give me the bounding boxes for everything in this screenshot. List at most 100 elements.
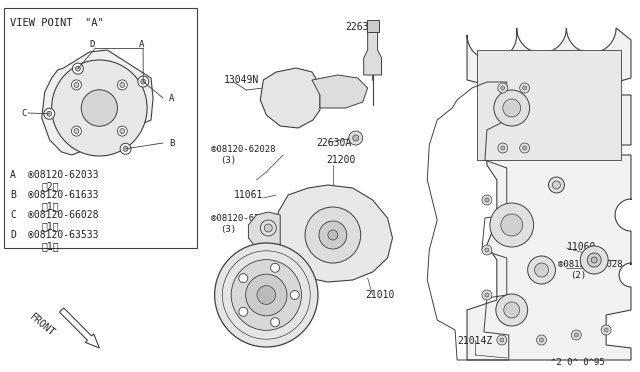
Text: A: A <box>138 40 144 49</box>
Text: ®08120-62033: ®08120-62033 <box>28 170 99 180</box>
Circle shape <box>47 111 52 116</box>
Text: 11060: 11060 <box>566 242 596 252</box>
Polygon shape <box>4 8 196 248</box>
Circle shape <box>497 335 507 345</box>
Circle shape <box>498 143 508 153</box>
Circle shape <box>501 146 505 150</box>
Circle shape <box>239 274 248 283</box>
Circle shape <box>498 83 508 93</box>
Text: A: A <box>169 93 174 103</box>
Circle shape <box>485 248 489 252</box>
Polygon shape <box>42 50 153 155</box>
Circle shape <box>117 80 127 90</box>
Circle shape <box>534 263 548 277</box>
Polygon shape <box>248 212 280 252</box>
Circle shape <box>239 307 248 316</box>
Circle shape <box>588 253 601 267</box>
Circle shape <box>503 99 521 117</box>
Circle shape <box>81 90 118 126</box>
Polygon shape <box>477 50 621 160</box>
Circle shape <box>76 66 81 71</box>
Circle shape <box>520 143 530 153</box>
Circle shape <box>604 328 608 332</box>
Text: D: D <box>90 40 95 49</box>
Circle shape <box>257 286 276 304</box>
Text: FRONT: FRONT <box>28 312 57 339</box>
Text: 22630: 22630 <box>346 22 375 32</box>
Circle shape <box>72 63 83 74</box>
Text: (3): (3) <box>221 156 237 165</box>
Circle shape <box>264 224 272 232</box>
Text: (3): (3) <box>221 225 237 234</box>
Text: 21010: 21010 <box>365 290 395 300</box>
Circle shape <box>72 126 81 136</box>
Text: 21200: 21200 <box>326 155 355 165</box>
Text: B: B <box>169 138 174 148</box>
Circle shape <box>271 263 280 272</box>
Text: (2): (2) <box>570 271 586 280</box>
Text: C: C <box>22 109 28 118</box>
Circle shape <box>138 76 148 87</box>
Circle shape <box>231 260 301 330</box>
Text: D: D <box>10 230 16 240</box>
Circle shape <box>120 129 125 134</box>
Circle shape <box>485 293 489 297</box>
Text: （1）: （1） <box>42 221 60 231</box>
Circle shape <box>260 220 276 236</box>
Circle shape <box>52 60 147 156</box>
Circle shape <box>494 90 530 126</box>
Circle shape <box>305 207 361 263</box>
Text: 21051: 21051 <box>239 262 268 272</box>
Text: C: C <box>10 210 16 220</box>
Circle shape <box>601 325 611 335</box>
Text: 21014Z: 21014Z <box>457 336 492 346</box>
Circle shape <box>349 131 363 145</box>
Polygon shape <box>367 20 379 32</box>
Circle shape <box>482 195 492 205</box>
Circle shape <box>500 338 504 342</box>
Circle shape <box>523 86 527 90</box>
Circle shape <box>485 198 489 202</box>
Circle shape <box>527 256 556 284</box>
Circle shape <box>523 146 527 150</box>
Circle shape <box>120 143 131 154</box>
Text: 11061B: 11061B <box>223 314 259 324</box>
Polygon shape <box>467 28 631 360</box>
Circle shape <box>319 221 347 249</box>
Text: 13049N: 13049N <box>223 75 259 85</box>
Circle shape <box>141 79 146 84</box>
Circle shape <box>482 245 492 255</box>
Circle shape <box>501 86 505 90</box>
Circle shape <box>504 302 520 318</box>
Text: 11061: 11061 <box>234 190 263 200</box>
Text: ®08120-63028: ®08120-63028 <box>559 260 623 269</box>
Circle shape <box>120 83 125 87</box>
Text: ®08120-61633: ®08120-61633 <box>28 190 99 200</box>
Circle shape <box>536 335 547 345</box>
Circle shape <box>496 294 527 326</box>
Circle shape <box>591 257 597 263</box>
Text: （2）: （2） <box>42 181 60 191</box>
Text: A: A <box>10 170 16 180</box>
Circle shape <box>482 290 492 300</box>
Circle shape <box>123 146 128 151</box>
Circle shape <box>72 80 81 90</box>
Circle shape <box>548 177 564 193</box>
Circle shape <box>291 291 299 299</box>
Circle shape <box>501 214 523 236</box>
Circle shape <box>44 108 55 119</box>
Text: ®08120-62028: ®08120-62028 <box>211 145 275 154</box>
Circle shape <box>214 243 318 347</box>
Circle shape <box>572 330 581 340</box>
Circle shape <box>520 83 530 93</box>
Text: ®08120-62028: ®08120-62028 <box>211 214 275 223</box>
Circle shape <box>552 181 561 189</box>
Polygon shape <box>60 308 99 348</box>
Text: （1）: （1） <box>42 241 60 251</box>
Text: ^2 0^ 0^95: ^2 0^ 0^95 <box>552 358 605 367</box>
Text: VIEW POINT  "A": VIEW POINT "A" <box>10 18 104 28</box>
Circle shape <box>117 126 127 136</box>
Circle shape <box>574 333 579 337</box>
Text: ®08120-66028: ®08120-66028 <box>28 210 99 220</box>
Circle shape <box>353 135 358 141</box>
